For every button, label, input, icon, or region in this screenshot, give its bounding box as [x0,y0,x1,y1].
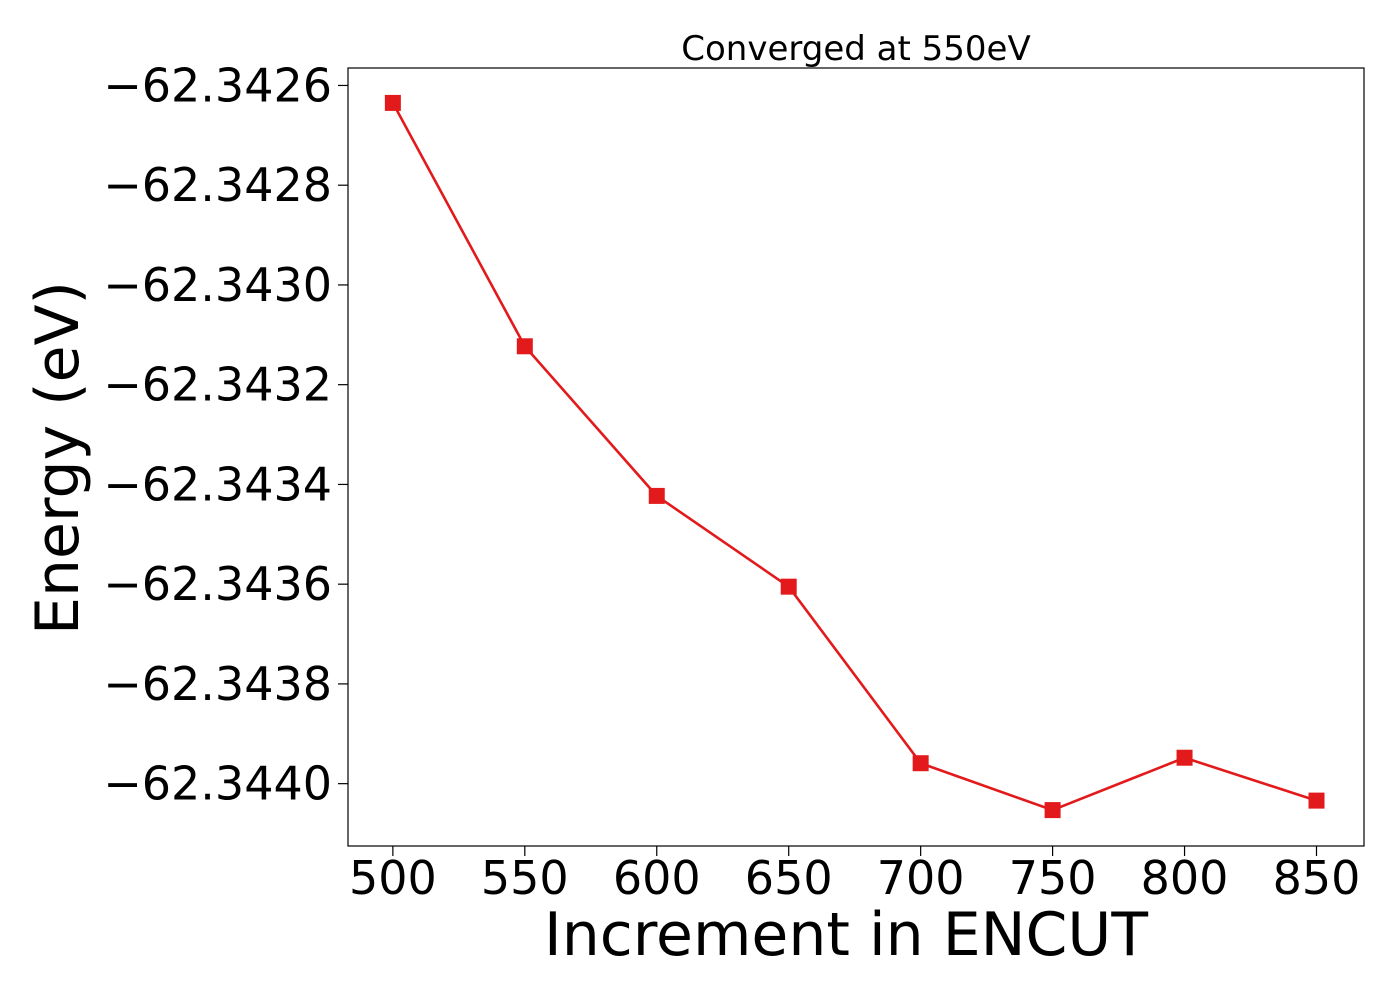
y-tick-label: −62.3438 [103,657,332,711]
x-tick-label: 600 [613,851,701,905]
series-layer [384,94,1325,819]
y-tick-label: −62.3432 [103,358,332,412]
data-point-marker [384,94,401,111]
y-tick-label: −62.3434 [103,457,332,511]
data-point-marker [516,338,533,355]
data-point-marker [1176,749,1193,766]
y-tick-label: −62.3440 [103,757,332,811]
x-tick-label: 800 [1141,851,1229,905]
data-point-marker [780,578,797,595]
y-axis-ticks: −62.3426 −62.3428 −62.3430 −62.3432 −62.3434… [103,58,348,811]
data-point-marker [1044,802,1061,819]
plot-background [348,68,1364,846]
x-tick-label: 500 [349,851,437,905]
x-tick-label: 650 [745,851,833,905]
x-tick-label: 700 [877,851,965,905]
plot-frame [347,67,1365,847]
data-point-marker [648,487,665,504]
x-tick-label: 750 [1009,851,1097,905]
x-tick-label: 850 [1273,851,1361,905]
x-axis-ticks: 500 550 600 650 700 750 800 850 [349,846,1360,905]
x-tick-label: 550 [481,851,569,905]
data-point-marker [1308,792,1325,809]
y-tick-label: −62.3436 [103,557,332,611]
series-line [391,102,1317,812]
y-tick-label: −62.3428 [103,158,332,212]
x-axis-label: Increment in ENCUT [544,900,1148,970]
y-tick-label: −62.3426 [103,58,332,112]
data-point-marker [912,755,929,772]
y-axis-label: Energy (eV) [23,281,93,635]
chart-title: Converged at 550eV [681,29,1030,69]
y-tick-label: −62.3430 [103,258,332,312]
